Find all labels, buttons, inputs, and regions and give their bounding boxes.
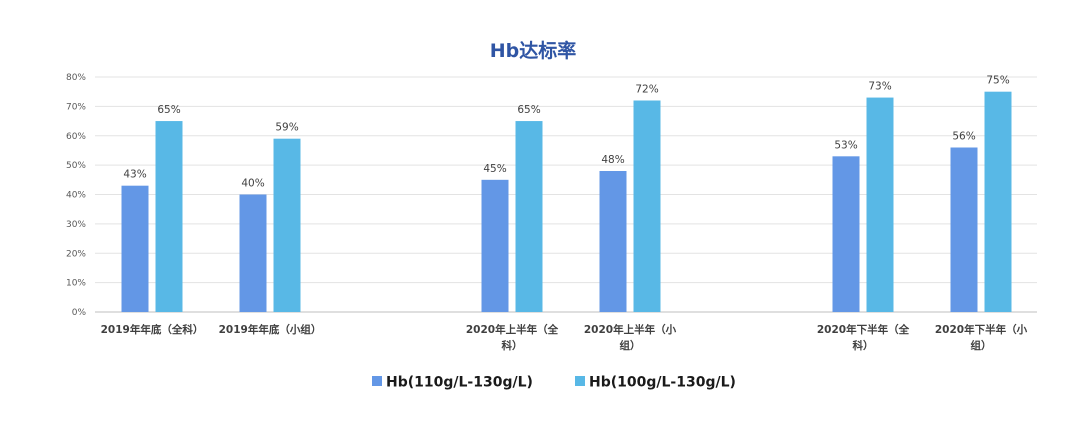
bar xyxy=(515,121,543,312)
data-label: 65% xyxy=(517,104,540,116)
bar xyxy=(950,147,978,312)
x-tick-label: 2020年上半年（全 xyxy=(466,323,559,336)
x-tick-label: 组） xyxy=(971,339,992,352)
legend-label: Hb(110g/L-130g/L) xyxy=(386,375,533,391)
x-tick-label: 2020年上半年（小 xyxy=(584,323,677,336)
data-label: 65% xyxy=(157,104,180,116)
chart-title: Hb达标率 xyxy=(490,39,577,62)
bar xyxy=(866,97,894,312)
x-tick-label: 2019年年底（小组） xyxy=(219,323,322,336)
y-tick-label: 20% xyxy=(66,249,86,259)
data-label: 59% xyxy=(275,122,298,134)
legend-swatch xyxy=(372,376,382,386)
y-tick-label: 0% xyxy=(72,308,87,318)
y-tick-label: 50% xyxy=(66,161,86,171)
data-label: 56% xyxy=(952,131,975,143)
x-tick-label: 科） xyxy=(853,339,874,352)
y-tick-label: 80% xyxy=(66,73,86,83)
y-tick-label: 70% xyxy=(66,102,86,112)
legend-swatch xyxy=(575,376,585,386)
bar xyxy=(599,171,627,312)
y-tick-label: 60% xyxy=(66,132,86,142)
bar xyxy=(273,138,301,312)
bar xyxy=(155,121,183,312)
bar xyxy=(984,91,1012,312)
y-tick-label: 10% xyxy=(66,279,86,289)
data-label: 75% xyxy=(986,75,1009,87)
data-label: 43% xyxy=(123,169,146,181)
y-tick-label: 30% xyxy=(66,220,86,230)
x-tick-label: 科） xyxy=(502,339,523,352)
y-tick-label: 40% xyxy=(66,191,86,201)
data-label: 53% xyxy=(834,139,857,151)
x-tick-label: 2020年下半年（全 xyxy=(817,323,910,336)
bar xyxy=(239,194,267,312)
data-label: 72% xyxy=(635,84,658,96)
data-label: 40% xyxy=(241,178,264,190)
data-label: 73% xyxy=(868,81,891,93)
data-label: 45% xyxy=(483,163,506,175)
x-tick-label: 2019年年底（全科） xyxy=(101,323,204,336)
bar xyxy=(633,100,661,312)
x-tick-label: 2020年下半年（小 xyxy=(935,323,1028,336)
legend-label: Hb(100g/L-130g/L) xyxy=(589,375,736,391)
bar xyxy=(832,156,860,312)
x-tick-label: 组） xyxy=(620,339,641,352)
data-label: 48% xyxy=(601,154,624,166)
bar xyxy=(481,179,509,312)
bar xyxy=(121,185,149,312)
